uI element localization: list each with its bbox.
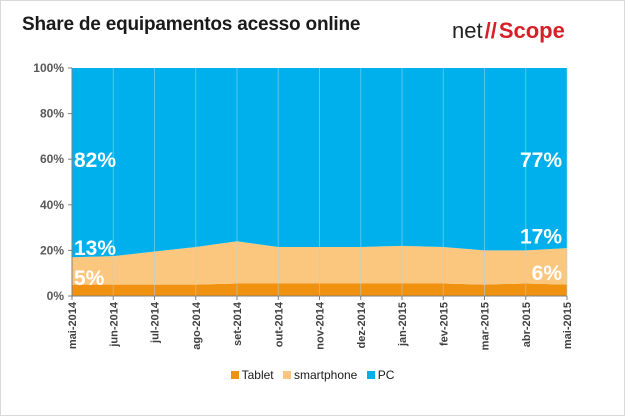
y-tick-label: 60% (40, 152, 64, 166)
legend-swatch-smartphone (282, 371, 291, 379)
x-tick-label: ago-2014 (191, 301, 203, 350)
legend-label-pc: PC (377, 368, 395, 382)
y-tick-label: 0% (47, 289, 65, 303)
chart-title: Share de equipamentos acesso online (22, 14, 361, 35)
logo-scope: Scope (498, 18, 565, 43)
annotation-tablet-start: 5% (74, 267, 105, 290)
legend-label-smartphone: smartphone (293, 368, 358, 382)
y-tick-label: 20% (40, 243, 64, 257)
x-tick-label: set-2014 (232, 301, 244, 346)
logo-net: net (452, 18, 483, 43)
x-tick-label: out-2014 (273, 301, 285, 347)
legend-item-tablet: Tablet (230, 368, 274, 382)
x-tick-label: jun-2014 (108, 301, 120, 348)
logo-slashes: // (484, 18, 497, 43)
netscope-logo: net//Scope (452, 18, 565, 44)
x-tick-label: jul-2014 (150, 301, 162, 344)
y-tick-label: 100% (33, 61, 64, 75)
legend-label-tablet: Tablet (241, 368, 274, 382)
x-tick-label: dez-2014 (356, 301, 368, 348)
legend-swatch-tablet (230, 371, 239, 379)
legend-item-pc: PC (366, 368, 395, 382)
y-tick-label: 80% (40, 107, 64, 121)
legend-item-smartphone: smartphone (282, 368, 358, 382)
x-tick-label: mai-2014 (67, 301, 79, 349)
annotation-pc-end: 77% (520, 149, 562, 172)
x-tick-label: abr-2015 (521, 302, 533, 347)
x-tick-label: jan-2015 (397, 302, 409, 347)
x-tick-label: mai-2015 (562, 302, 574, 349)
legend-swatch-pc (366, 371, 375, 379)
y-tick-label: 40% (40, 198, 64, 212)
chart-legend: Tablet smartphone PC (0, 368, 625, 382)
x-tick-label: nov-2014 (315, 301, 327, 350)
annotation-smartphone-start: 13% (74, 237, 116, 260)
annotation-pc-start: 82% (74, 149, 116, 172)
annotation-smartphone-end: 17% (520, 226, 562, 249)
x-tick-label: mar-2015 (480, 302, 492, 350)
annotation-tablet-end: 6% (532, 262, 563, 285)
x-tick-label: fev-2015 (438, 302, 450, 346)
